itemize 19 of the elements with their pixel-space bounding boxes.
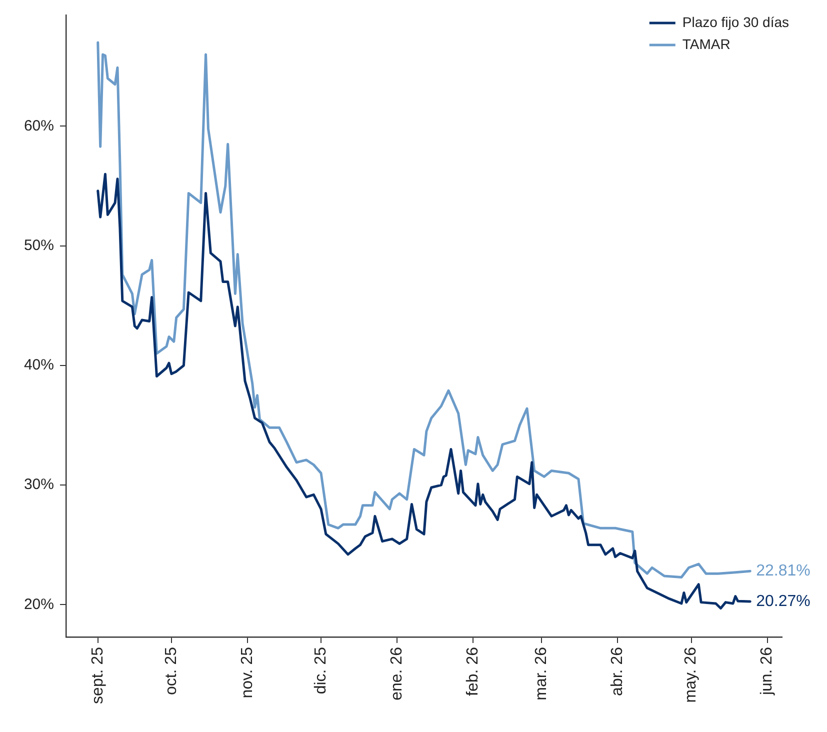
x-tick-label: abr. 26	[609, 646, 626, 696]
x-tick-label: nov. 25	[238, 646, 256, 698]
y-tick-label: 20%	[24, 596, 54, 613]
y-tick-label: 30%	[24, 476, 54, 494]
y-tick-label: 50%	[24, 237, 54, 254]
x-tick-label: jun. 26	[758, 646, 776, 696]
legend-label: Plazo fijo 30 días	[682, 14, 790, 30]
x-tick-label: feb. 26	[464, 646, 482, 696]
legend-label: TAMAR	[682, 36, 730, 52]
y-tick-label: 60%	[24, 117, 54, 134]
x-tick-label: dic. 25	[312, 646, 330, 694]
x-tick-label: may. 26	[682, 646, 700, 703]
data-label: 22.81%	[756, 562, 810, 580]
y-tick-label: 40%	[24, 356, 54, 374]
x-tick-label: oct. 25	[162, 646, 180, 696]
data-label: 20.27%	[756, 592, 810, 610]
x-tick-label: mar. 26	[533, 646, 550, 700]
x-tick-label: sept. 25	[89, 646, 106, 704]
x-tick-label: ene. 26	[388, 646, 406, 700]
